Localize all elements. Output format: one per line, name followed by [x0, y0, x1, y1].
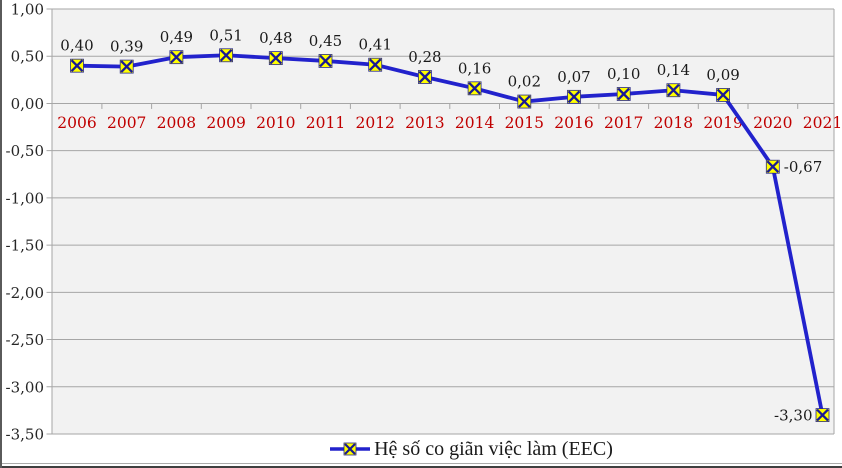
marker-x-stroke [120, 60, 134, 73]
data-point-label: 0,14 [657, 61, 690, 79]
y-axis-tick-label: 0,00 [11, 95, 44, 113]
legend-label: Hệ số co giãn việc làm (EEC) [374, 437, 613, 460]
window-bottom-edge [0, 466, 842, 468]
data-point-label: 0,49 [160, 28, 193, 46]
x-axis-year-label: 2019 [703, 114, 742, 132]
eec-line-chart: 1,00 0,50 0,00 -0,50 -1,00 -1,50 -2,00 -2,50 -3,… [6, 1, 842, 443]
window-left-edge [0, 0, 2, 468]
legend-line-marker-icon [330, 442, 371, 456]
marker-x-stroke [418, 70, 432, 84]
y-axis-tick-label: -0,50 [6, 142, 44, 160]
y-axis-tick-label: -3,50 [6, 426, 44, 443]
marker-x-stroke [468, 82, 481, 95]
data-point-label: 0,39 [110, 38, 143, 56]
marker-x-stroke [766, 160, 780, 174]
y-axis-tick-label: -1,00 [6, 189, 44, 207]
marker-x-stroke [716, 88, 730, 102]
data-point-label: 0,45 [309, 32, 342, 50]
marker-x-stroke [517, 95, 531, 108]
y-axis-tick-label: -2,00 [6, 284, 44, 302]
data-point-label: 0,07 [557, 68, 590, 86]
marker-x-stroke [667, 83, 680, 97]
marker-x-stroke [170, 50, 183, 64]
y-axis-tick-label: 0,50 [11, 48, 44, 66]
data-point-label: 0,10 [607, 65, 640, 83]
bottom-divider-line [0, 463, 842, 464]
legend-marker-x [344, 443, 356, 455]
x-axis-year-label: 2010 [256, 114, 295, 132]
data-point-label: -0,67 [784, 158, 822, 176]
y-axis-tick-label: -2,50 [6, 331, 44, 349]
x-axis-year-label: 2021 [803, 114, 842, 132]
data-point-label: 0,16 [458, 59, 491, 77]
data-point-label: -3,30 [774, 407, 812, 425]
data-point-label: 0,28 [408, 48, 441, 66]
x-axis-year-label: 2018 [654, 114, 693, 132]
x-axis-year-label: 2011 [306, 114, 345, 132]
x-axis-year-label: 2009 [206, 114, 245, 132]
x-axis-year-label: 2014 [455, 114, 495, 132]
chart-legend: Hệ số co giãn việc làm (EEC) [80, 436, 842, 462]
data-point-label: 0,09 [706, 66, 739, 84]
x-axis-year-label: 2012 [355, 114, 394, 132]
x-axis-year-label: 2007 [107, 114, 146, 132]
x-axis-year-label: 2020 [753, 114, 792, 132]
y-axis-tick-label: -1,50 [6, 237, 44, 255]
marker-x-stroke [269, 51, 283, 65]
x-axis-year-label: 2008 [157, 114, 196, 132]
data-point-label: 0,41 [358, 36, 391, 54]
marker-x-stroke [70, 59, 84, 72]
x-axis-year-label: 2016 [554, 114, 593, 132]
y-axis-tick-label: 1,00 [11, 1, 44, 19]
y-axis-tick-label: -3,00 [6, 378, 44, 396]
marker-x-stroke [368, 58, 382, 72]
marker-x-stroke [319, 54, 332, 68]
data-point-label: 0,40 [60, 37, 93, 55]
marker-x-stroke [567, 90, 581, 104]
marker-x-stroke [617, 87, 631, 101]
x-axis-year-label: 2013 [405, 114, 444, 132]
x-axis-year-label: 2006 [57, 114, 96, 132]
x-axis-year-label: 2015 [505, 114, 544, 132]
x-axis-year-label: 2017 [604, 114, 643, 132]
data-point-label: 0,48 [259, 29, 292, 47]
data-point-label: 0,51 [209, 26, 242, 44]
series-line [75, 53, 825, 418]
data-point-label: 0,02 [508, 73, 541, 91]
marker-x-stroke [816, 408, 829, 422]
marker-x-stroke [219, 48, 233, 62]
